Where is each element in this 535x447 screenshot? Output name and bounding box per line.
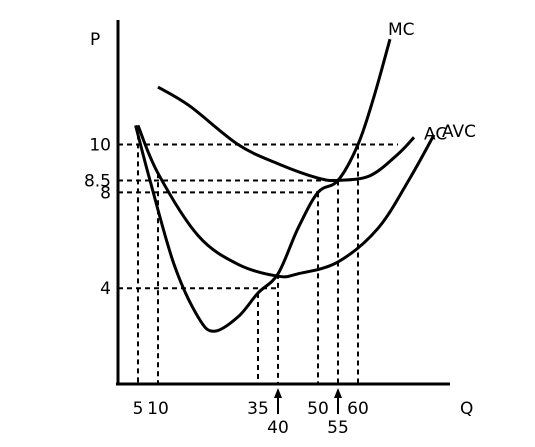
x-tick-label: 10 <box>147 399 169 419</box>
y-tick-labels: 10 8.58 4 <box>84 136 111 300</box>
x-axis-label: Q <box>460 399 473 419</box>
x-tick-label: 40 <box>267 418 289 438</box>
curve-mc <box>134 38 392 333</box>
curves <box>134 38 436 333</box>
y-tick-label: 10 <box>89 136 111 156</box>
curve-ac <box>157 85 416 183</box>
curve-label-mc: MC <box>388 20 415 40</box>
curve-label-avc: AVC <box>442 122 476 142</box>
guide-lines <box>118 125 398 384</box>
curve-avc <box>136 124 436 279</box>
x-tick-label: 5 <box>133 399 144 419</box>
x-tick-arrowhead <box>274 388 282 398</box>
x-tick-arrowhead <box>334 388 342 398</box>
y-axis-label: P <box>90 30 100 50</box>
y-tick-label: 8.5 <box>84 171 111 191</box>
x-tick-label: 60 <box>347 399 369 419</box>
x-tick-label: 50 <box>307 399 329 419</box>
curve-label-ac: AC <box>424 124 447 144</box>
x-tick-label: 55 <box>327 418 349 438</box>
x-tick-label: 35 <box>247 399 269 419</box>
y-tick-label: 4 <box>100 279 111 299</box>
y-tick-label: 8 <box>100 183 111 203</box>
